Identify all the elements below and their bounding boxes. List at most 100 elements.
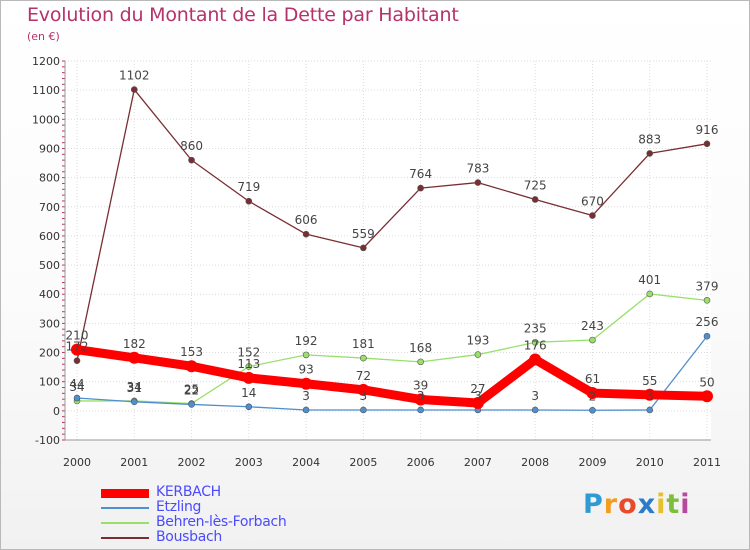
- x-tick-label: 2003: [235, 456, 263, 469]
- series-line-bousbach: [76, 88, 708, 362]
- data-point: [417, 184, 424, 192]
- data-point: [245, 197, 253, 205]
- data-label: 172: [66, 340, 89, 354]
- data-point: [360, 354, 367, 362]
- data-label: 25: [184, 383, 199, 397]
- legend-swatch: [101, 537, 149, 539]
- data-label: 61: [585, 372, 600, 386]
- data-point: [701, 390, 713, 403]
- y-tick-label: 600: [39, 230, 60, 243]
- y-tick-label: 800: [39, 172, 60, 185]
- plot-area: [65, 61, 711, 440]
- data-label: 93: [298, 363, 313, 377]
- data-label: 559: [352, 227, 375, 241]
- data-label: 168: [409, 341, 432, 355]
- data-point: [360, 406, 367, 414]
- data-label: 3: [646, 389, 654, 403]
- data-label: 670: [581, 195, 604, 209]
- data-point: [643, 388, 656, 401]
- data-label: 719: [237, 180, 260, 194]
- series-line-kerbach: [72, 345, 712, 408]
- y-tick-label: 900: [39, 142, 60, 155]
- data-point: [474, 351, 482, 358]
- data-label: 783: [466, 162, 489, 176]
- data-point: [73, 357, 81, 365]
- legend-label: KERBACH: [156, 484, 221, 500]
- data-label: 2: [589, 389, 597, 403]
- data-label: 14: [241, 386, 256, 400]
- legend-swatch: [101, 522, 149, 524]
- x-tick-label: 2000: [63, 456, 91, 469]
- data-label: 22: [184, 383, 199, 397]
- data-label: 182: [123, 337, 146, 351]
- data-point: [703, 332, 711, 340]
- y-tick-label: 400: [39, 288, 60, 301]
- x-tick-label: 2008: [521, 456, 549, 469]
- y-tick-label: -100: [35, 434, 60, 447]
- legend-swatch: [101, 507, 149, 509]
- data-label: 3: [474, 389, 482, 403]
- data-label: 860: [180, 139, 203, 153]
- data-point: [242, 371, 255, 384]
- data-point: [73, 394, 81, 402]
- data-point: [128, 351, 141, 364]
- legend-label: Etzling: [156, 499, 202, 515]
- data-point: [646, 150, 654, 157]
- data-label: 31: [127, 381, 142, 395]
- x-tick-label: 2001: [120, 456, 148, 469]
- series-line-behren-l-s-forbach: [76, 293, 708, 405]
- logo-letter: t: [666, 489, 681, 520]
- logo-letter: P: [583, 489, 604, 520]
- data-point: [188, 156, 195, 164]
- data-point: [589, 406, 596, 414]
- data-point: [589, 212, 596, 219]
- data-label: 50: [699, 375, 714, 389]
- data-label: 3: [302, 389, 310, 403]
- y-tick-label: 300: [39, 317, 60, 330]
- data-label: 27: [470, 382, 485, 396]
- data-label: 3: [360, 389, 368, 403]
- data-point: [245, 403, 253, 411]
- data-point: [357, 383, 370, 396]
- data-label: 192: [295, 334, 318, 348]
- data-label: 916: [696, 123, 719, 137]
- data-point: [302, 351, 310, 359]
- logo-letter: i: [656, 489, 667, 520]
- data-point: [130, 398, 138, 406]
- x-tick-label: 2011: [693, 456, 721, 469]
- data-point: [646, 290, 654, 298]
- data-point: [646, 406, 654, 414]
- y-tick-label: 700: [39, 201, 60, 214]
- data-label: 152: [237, 346, 260, 360]
- x-tick-label: 2004: [292, 456, 320, 469]
- data-label: 193: [466, 334, 489, 348]
- y-tick-label: 1200: [32, 55, 60, 68]
- data-label: 883: [638, 132, 661, 146]
- y-tick-label: 200: [39, 347, 60, 360]
- y-tick-label: 1000: [32, 113, 60, 126]
- data-point: [414, 393, 427, 406]
- x-tick-label: 2007: [464, 456, 492, 469]
- legend-swatch: [101, 489, 149, 498]
- data-point: [185, 360, 198, 373]
- data-label: 3: [417, 389, 425, 403]
- data-label: 606: [295, 213, 318, 227]
- data-point: [302, 230, 310, 238]
- data-point: [531, 196, 539, 203]
- data-label: 256: [696, 315, 719, 329]
- data-point: [586, 387, 599, 400]
- series-line-etzling: [76, 335, 708, 411]
- y-tick-label: 1100: [32, 84, 60, 97]
- x-tick-label: 2010: [636, 456, 664, 469]
- data-point: [703, 297, 711, 304]
- y-tick-label: 100: [39, 376, 60, 389]
- data-point: [302, 406, 310, 414]
- data-label: 1102: [119, 69, 150, 83]
- data-label: 34: [69, 380, 84, 394]
- data-point: [417, 358, 424, 366]
- y-tick-label: 0: [53, 405, 60, 418]
- data-label: 34: [127, 380, 142, 394]
- data-label: 210: [66, 329, 89, 343]
